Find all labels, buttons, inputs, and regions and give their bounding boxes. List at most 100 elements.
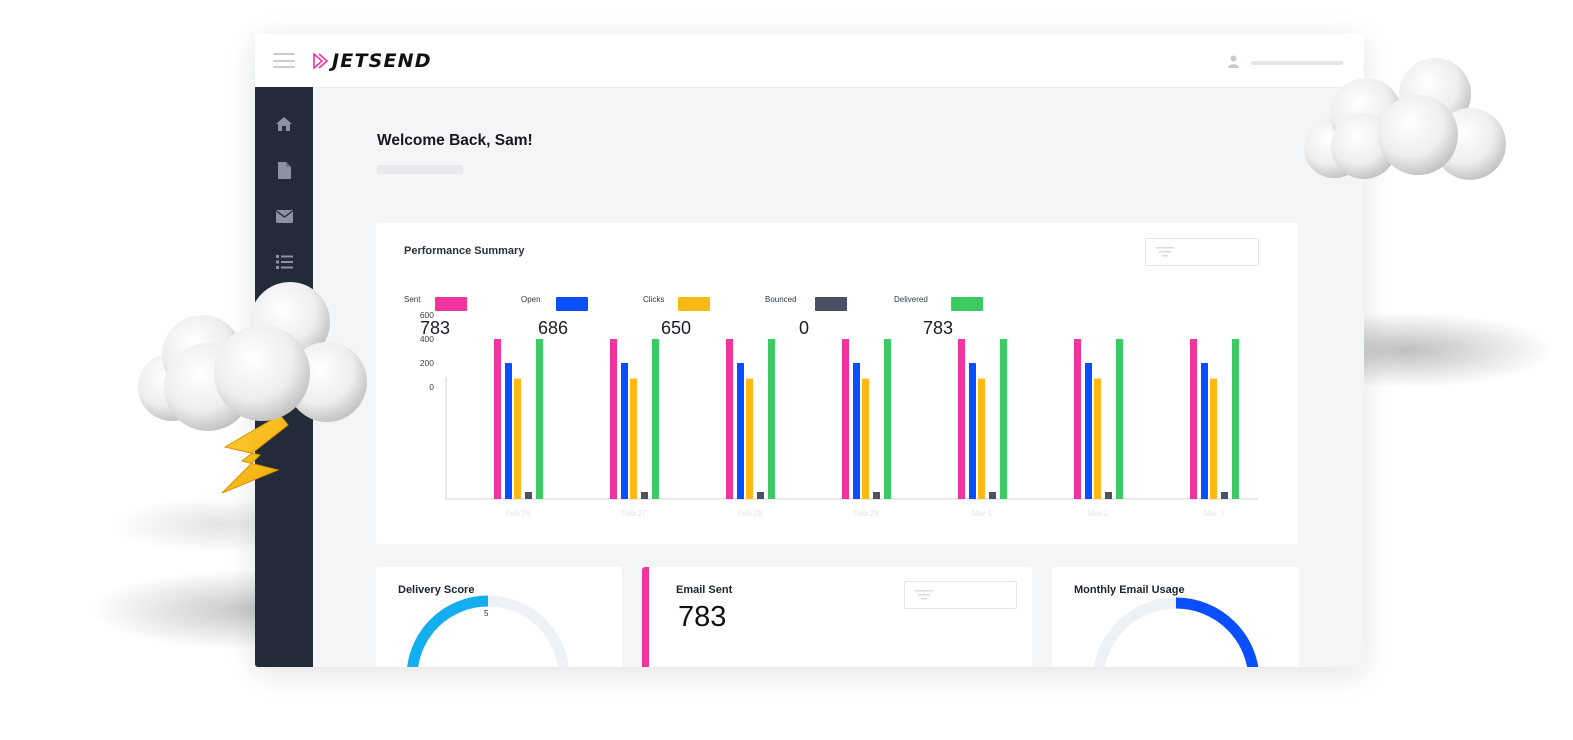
sidebar-item-home[interactable] <box>273 113 295 135</box>
x-tick-label: Feb 28 <box>738 509 763 518</box>
x-tick-label: Feb 27 <box>622 509 647 518</box>
bar-delivered[interactable] <box>768 339 775 499</box>
stat-label: Open <box>521 295 541 304</box>
performance-filter-button[interactable] <box>1145 238 1259 266</box>
user-icon[interactable] <box>1228 55 1239 68</box>
bar-bounced[interactable] <box>641 492 648 499</box>
bar-sent[interactable] <box>842 339 849 499</box>
x-tick-label: Feb 29 <box>854 509 879 518</box>
bar-clicks[interactable] <box>630 378 637 499</box>
bar-delivered[interactable] <box>1000 339 1007 499</box>
bar-bounced[interactable] <box>1105 492 1112 499</box>
app-window: JETSEND Welcome Back, Sam! Performance S… <box>255 34 1364 667</box>
stat-value: 783 <box>420 318 451 338</box>
monthly-email-usage-card: Monthly Email Usage <box>1052 567 1299 667</box>
chart-axes <box>445 377 1258 500</box>
stat-value: 0 <box>799 318 810 338</box>
stat-label: Delivered <box>894 295 928 304</box>
bar-clicks[interactable] <box>978 378 985 499</box>
bar-clicks[interactable] <box>1094 378 1101 499</box>
bar-clicks[interactable] <box>1210 378 1217 499</box>
sidebar <box>255 87 313 667</box>
bar-open[interactable] <box>505 363 512 499</box>
x-tick-label: Mar 3 <box>1204 509 1225 518</box>
user-name-placeholder[interactable] <box>1251 61 1343 65</box>
bar-open[interactable] <box>969 363 976 499</box>
y-tick-label: 200 <box>420 358 434 368</box>
bar-clicks[interactable] <box>746 378 753 499</box>
monthly-usage-gauge-fill <box>1175 597 1259 667</box>
sidebar-item-email[interactable] <box>273 205 295 227</box>
subtitle-placeholder <box>377 165 463 174</box>
stat-swatch <box>556 297 588 311</box>
bar-sent[interactable] <box>494 339 501 499</box>
x-tick-label: Mar 2 <box>1088 509 1109 518</box>
filter-icon <box>915 590 933 600</box>
stat-swatch <box>435 297 467 311</box>
bar-sent[interactable] <box>1074 339 1081 499</box>
bar-open[interactable] <box>1085 363 1092 499</box>
bar-open[interactable] <box>853 363 860 499</box>
stat-swatch <box>678 297 710 311</box>
email-sent-card: Email Sent 783 <box>642 567 1032 667</box>
bar-bounced[interactable] <box>757 492 764 499</box>
bar-bounced[interactable] <box>525 492 532 499</box>
envelope-icon <box>275 209 293 223</box>
email-sent-filter-button[interactable] <box>904 581 1017 609</box>
bar-sent[interactable] <box>610 339 617 499</box>
delivery-score-gauge-fill <box>407 595 489 667</box>
stat-value: 650 <box>661 318 692 338</box>
bar-delivered[interactable] <box>536 339 543 499</box>
delivery-score-gauge-label: 5 <box>484 609 489 618</box>
main-content: Welcome Back, Sam! Performance Summary S… <box>313 87 1364 667</box>
stat-label: Bounced <box>765 295 797 304</box>
bar-delivered[interactable] <box>1232 339 1239 499</box>
welcome-heading: Welcome Back, Sam! <box>377 132 533 149</box>
bar-delivered[interactable] <box>652 339 659 499</box>
filter-icon <box>1156 247 1174 257</box>
stat-value: 783 <box>923 318 954 338</box>
bar-open[interactable] <box>621 363 628 499</box>
bar-open[interactable] <box>737 363 744 499</box>
y-tick-label: 400 <box>420 334 434 344</box>
delivery-score-gauge <box>407 595 569 667</box>
stat-label: Sent <box>404 295 421 304</box>
bar-bounced[interactable] <box>1221 492 1228 499</box>
email-sent-title: Email Sent <box>676 584 733 596</box>
stat-swatch <box>951 297 983 311</box>
email-sent-accent <box>642 567 649 667</box>
home-icon <box>276 117 292 131</box>
delivery-score-title: Delivery Score <box>398 584 475 596</box>
email-sent-value: 783 <box>678 601 727 633</box>
performance-bar-chart: 600 400 200 0 Feb 26 Feb 27 Feb 28 Feb 29 Mar 1 M… <box>420 310 1258 518</box>
x-tick-label: Mar 1 <box>972 509 993 518</box>
delivery-score-card: Delivery Score 5 <box>376 567 622 667</box>
top-bar: JETSEND <box>255 34 1364 88</box>
bar-sent[interactable] <box>958 339 965 499</box>
sidebar-item-lists[interactable] <box>273 251 295 273</box>
brand-logo[interactable]: JETSEND <box>313 50 432 72</box>
brand-name: JETSEND <box>332 50 432 72</box>
list-icon <box>275 255 293 269</box>
bar-delivered[interactable] <box>1116 339 1123 499</box>
monthly-usage-title: Monthly Email Usage <box>1074 584 1185 596</box>
bar-open[interactable] <box>1201 363 1208 499</box>
stat-label: Clicks <box>643 295 665 304</box>
sidebar-item-documents[interactable] <box>273 159 295 181</box>
bar-clicks[interactable] <box>514 378 521 499</box>
stat-value: 686 <box>538 318 569 338</box>
performance-summary-card: Performance Summary Sent 783 Open 686 Cl… <box>376 223 1298 544</box>
bar-sent[interactable] <box>726 339 733 499</box>
y-tick-label: 600 <box>420 310 434 320</box>
monthly-usage-gauge <box>1093 597 1259 667</box>
file-icon <box>277 161 291 179</box>
bar-clicks[interactable] <box>862 378 869 499</box>
performance-title: Performance Summary <box>404 245 525 257</box>
bar-delivered[interactable] <box>884 339 891 499</box>
hamburger-icon[interactable] <box>273 53 295 68</box>
bar-bounced[interactable] <box>989 492 996 499</box>
stat-swatch <box>815 297 847 311</box>
logo-mark-icon <box>313 53 329 69</box>
bar-bounced[interactable] <box>873 492 880 499</box>
bar-sent[interactable] <box>1190 339 1197 499</box>
